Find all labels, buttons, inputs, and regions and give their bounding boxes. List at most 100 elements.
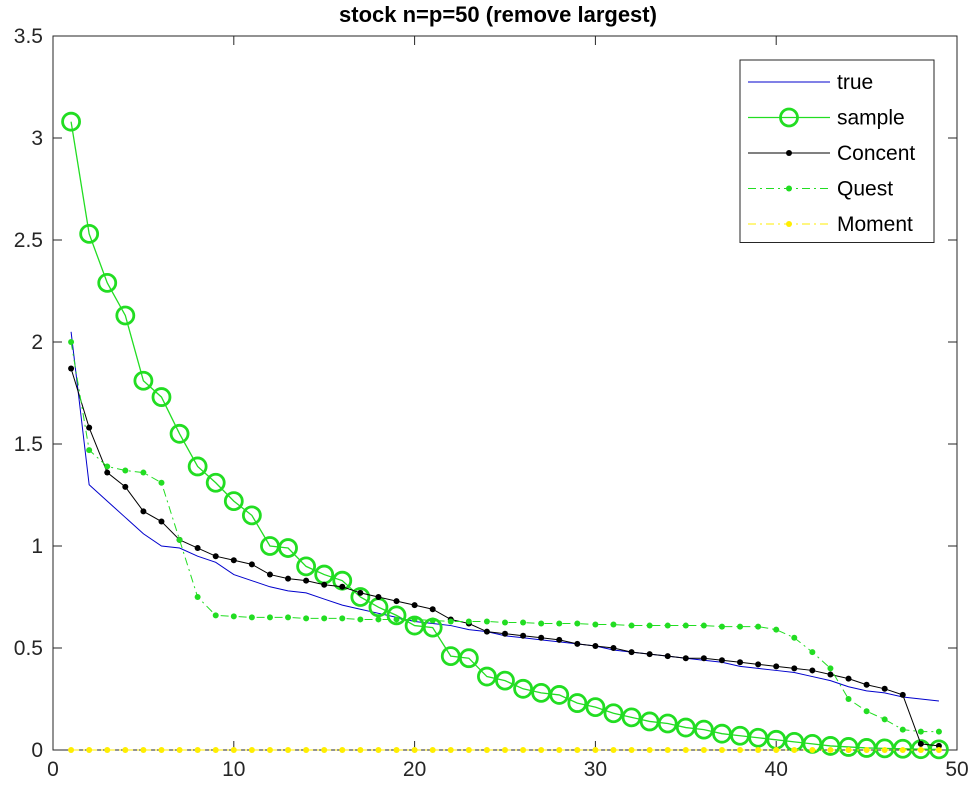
data-point [574,620,581,627]
data-point [628,649,635,656]
data-point [122,747,129,753]
x-tick-label: 20 [403,758,426,781]
legend-label: Concent [837,142,915,165]
data-point [303,577,310,584]
data-point [881,685,888,692]
x-tick-label: 30 [584,758,607,781]
data-point [827,747,834,753]
data-point [610,645,617,651]
series-layer [61,111,949,760]
data-point [917,740,924,747]
data-point [68,339,75,345]
data-point [230,557,237,564]
data-point [285,575,292,582]
y-tick-label: 0 [31,739,43,762]
data-point [556,747,563,753]
data-point [86,424,93,431]
series-sample [61,111,949,760]
data-point [212,612,219,619]
data-point [176,536,183,543]
data-point [513,678,533,699]
data-point [863,708,870,715]
data-point [917,728,924,735]
data-point [122,467,129,474]
data-point [104,747,111,753]
data-point [538,747,545,753]
data-point [465,747,472,753]
data-point [603,703,624,724]
data-point [447,747,454,753]
data-point [357,747,364,753]
data-point [827,671,834,678]
data-point [863,747,870,753]
data-point [899,691,906,698]
data-point [133,370,154,391]
data-point [230,613,237,620]
data-point [393,747,400,753]
legend-marker [786,150,792,156]
data-point [212,747,219,753]
data-point [592,747,599,753]
series-moment [68,747,942,753]
data-point [646,622,653,629]
data-point [483,628,490,635]
chart-title: stock n=p=50 (remove largest) [339,2,657,27]
data-point [737,623,744,630]
data-point [574,640,581,647]
data-point [68,365,75,372]
data-point [682,655,689,662]
data-point [447,618,454,625]
data-point [718,623,725,630]
x-tick-label: 40 [765,758,788,781]
data-point [97,272,118,293]
data-point [429,606,436,613]
data-point [755,661,762,668]
data-point [791,747,798,753]
data-point [411,616,418,623]
data-point [809,649,816,656]
data-point [693,719,714,740]
data-point [248,614,255,621]
data-point [266,571,273,578]
data-point [682,747,689,753]
data-point [321,615,328,622]
data-point [556,636,563,643]
data-point [827,665,834,672]
data-point [502,619,508,626]
data-point [375,594,382,600]
legend-entry: true [748,71,873,94]
data-point [791,665,798,672]
data-point [628,622,635,629]
legend-marker [786,185,792,192]
data-point [646,651,653,658]
data-point [592,621,599,628]
data-point [881,747,888,753]
data-point [935,747,942,753]
data-point [248,561,255,568]
legend-marker [786,221,792,227]
data-point [567,693,588,713]
data-point [809,747,816,753]
data-point [248,747,255,753]
data-point [574,747,581,753]
data-point [104,463,111,470]
data-point [296,556,317,577]
data-point [176,747,183,753]
x-tick-label: 10 [222,758,245,781]
data-point [700,622,707,629]
data-point [737,747,744,753]
data-point [104,469,111,476]
data-point [194,594,201,600]
data-point [115,305,136,326]
data-point [212,553,219,560]
data-point [194,747,201,753]
data-point [339,615,346,622]
data-point [266,614,273,621]
data-point [700,747,707,753]
data-point [266,747,273,753]
data-point [140,469,147,476]
data-point [477,666,497,687]
data-point [845,747,852,753]
data-point [538,620,545,627]
data-point [194,545,201,552]
